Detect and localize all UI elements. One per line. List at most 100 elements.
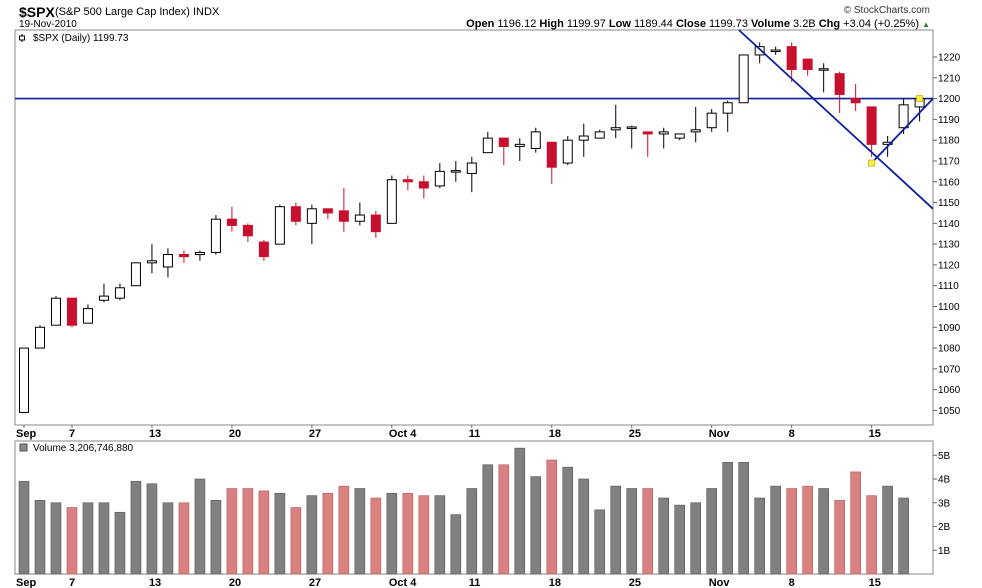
candle [610,104,621,139]
price-tick-label: 1190 [938,115,960,126]
volume-tick-label: 3B [938,498,951,509]
open-value: 1196.12 [497,18,537,30]
price-x-label: 11 [469,428,481,440]
candle-body [146,260,157,264]
high-label: High [539,18,564,30]
volume-value: 3.2B [793,18,816,30]
candle [562,136,573,166]
high-value: 1199.97 [566,18,606,30]
up-arrow-icon: ▲ [922,20,930,29]
candle-body [242,224,253,237]
candle-body [866,106,877,145]
ticker-symbol: $SPX [19,4,55,20]
candle-body [626,126,637,129]
candle-body [162,254,173,268]
price-tick-label: 1220 [938,53,961,64]
yellow-marker [868,159,876,167]
volume-legend: Volume 3,206,746,880 [33,443,134,454]
chg-label: Chg [818,18,841,30]
volume-label: Volume [751,18,790,30]
volume-legend-icon [19,443,28,452]
price-tick-label: 1160 [938,177,960,188]
candle-body [770,49,781,53]
candle-body [658,131,669,135]
candle [706,109,717,132]
volume-bar [530,476,542,575]
candle [338,188,349,232]
candle-body [290,206,301,222]
candle [370,210,381,238]
candle [194,250,205,261]
candle-body [19,347,29,414]
candle-body [210,218,221,253]
candle [786,42,797,82]
price-tick-label: 1170 [938,156,960,167]
volume-bar [738,462,749,575]
candle-body [50,297,61,326]
price-panel [14,29,934,426]
volume-bar [226,488,238,575]
candle-body [610,127,621,131]
candle-body [386,179,397,224]
candle [738,54,749,104]
price-x-label: 25 [629,428,641,440]
close-label: Close [675,18,706,30]
volume-x-label: Oct 4 [389,577,417,588]
candle-body [130,262,141,287]
volume-bar [434,495,446,575]
candle-body [818,68,829,71]
price-tick-label: 1140 [938,219,960,230]
candle [642,131,653,157]
candle-body [114,287,125,299]
candle [226,206,237,232]
volume-bar [178,502,190,575]
volume-bar [850,471,861,575]
candle-body [306,208,317,224]
volume-x-label: 15 [869,577,881,588]
volume-bar [610,485,622,575]
price-x-label: 8 [789,428,795,440]
price-tick-label: 1210 [938,73,961,84]
candle-body [338,210,349,222]
close-value: 1199.73 [709,18,748,30]
volume-x-label: 27 [309,577,321,588]
price-x-label: Oct 4 [389,428,417,440]
volume-bar [706,488,718,575]
candle [770,46,781,55]
candle [514,138,525,161]
volume-bar [114,511,126,575]
ticker-description: (S&P 500 Large Cap Index) INDX [55,6,220,18]
candle-body [898,104,909,129]
candle-body [802,58,813,70]
volume-bar [162,502,174,575]
price-x-label: 7 [69,428,75,440]
price-x-label: 13 [149,428,161,440]
candle [354,202,365,226]
volume-x-label: 25 [629,577,641,588]
candle-body [402,179,413,183]
volume-bar [482,464,494,575]
candle [482,131,493,154]
volume-tick-label: 2B [938,522,951,533]
candle [242,223,253,243]
volume-tick-label: 4B [938,475,951,486]
volume-bar [882,485,893,575]
volume-tick-label: 1B [938,546,951,557]
volume-bar [402,492,414,575]
volume-bar [770,485,781,575]
volume-bar [834,500,845,575]
candle-body [66,297,77,326]
candle-body [834,73,845,95]
volume-bar [354,488,366,575]
price-tick-label: 1150 [938,198,960,209]
candle [626,125,637,149]
volume-bar [690,502,702,575]
candle [658,127,669,149]
candle [434,163,445,188]
volume-x-label: 13 [149,577,161,588]
volume-bar [98,502,110,575]
candle-body [450,170,461,173]
candle [178,250,189,263]
candle [802,58,813,76]
